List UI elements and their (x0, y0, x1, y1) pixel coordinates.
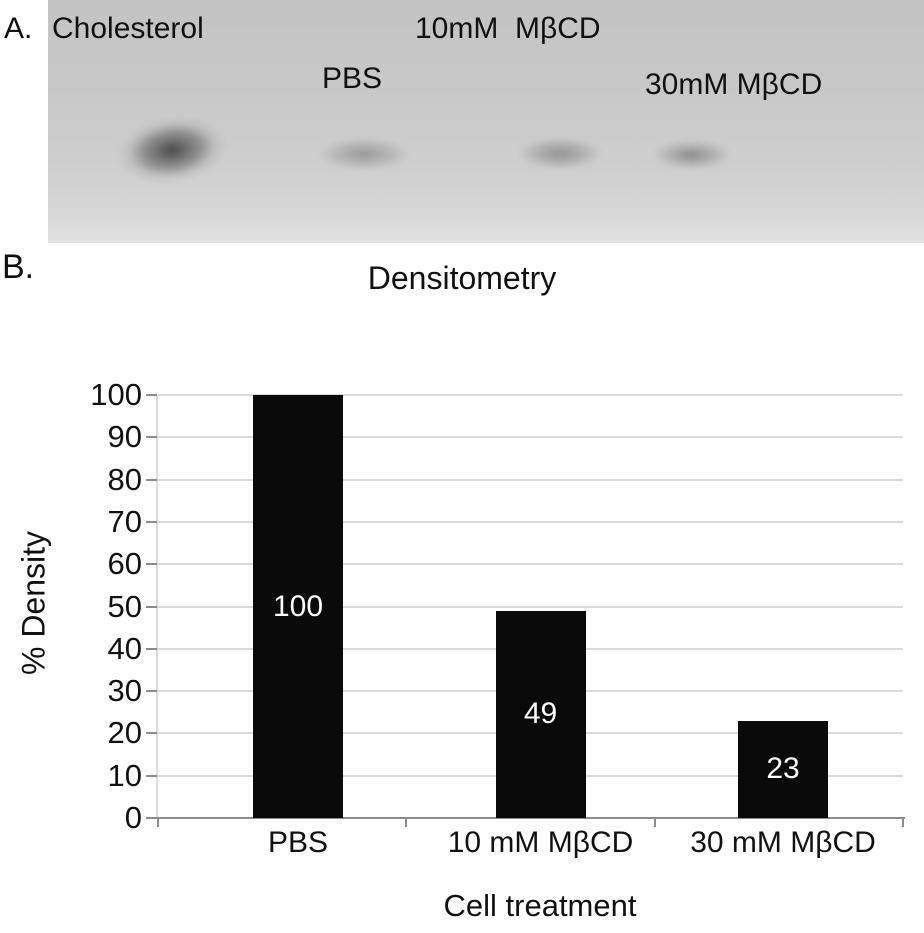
bar-value-label: 49 (523, 697, 558, 731)
x-tick-mark (157, 819, 159, 827)
gel-image (48, 0, 924, 243)
gridline (158, 563, 903, 566)
y-tick-mark (146, 817, 157, 819)
bar-value-label: 100 (272, 589, 324, 623)
y-tick-label: 10 (107, 757, 142, 793)
gridline (158, 520, 903, 523)
y-tick-mark (146, 690, 157, 693)
y-tick-mark (146, 563, 157, 566)
chart-title: Densitometry (367, 260, 557, 296)
y-axis-line (156, 395, 158, 818)
panel-b-label: B. (2, 248, 35, 286)
gel-band-30mm-mbcd (652, 140, 732, 170)
x-axis-line (156, 817, 905, 819)
x-tick-label: 10 mM MβCD (447, 826, 634, 859)
y-tick-mark (146, 478, 157, 481)
lane-label-10mm-mbcd: 10mM MβCD (415, 12, 601, 45)
bar (253, 395, 343, 818)
y-tick-label: 50 (107, 588, 142, 624)
lane-label-pbs: PBS (322, 62, 383, 95)
y-tick-label: 80 (107, 461, 142, 497)
y-tick-mark (146, 647, 157, 650)
gel-band-10mm-mbcd (517, 137, 603, 170)
y-tick-label: 90 (107, 419, 142, 455)
y-tick-mark (146, 436, 157, 439)
y-tick-label: 70 (107, 503, 142, 539)
gridline (158, 394, 903, 396)
bar (738, 720, 828, 818)
gridline (158, 436, 903, 439)
panel-a-label: A. (4, 12, 33, 45)
bar-value-label: 23 (766, 752, 800, 786)
x-axis-title: Cell treatment (443, 888, 637, 923)
y-tick-label: 40 (107, 630, 142, 666)
y-tick-label: 60 (107, 546, 142, 582)
gel-band-cholesterol-standard (110, 108, 234, 192)
y-tick-label: 0 (124, 800, 142, 835)
bar (495, 610, 586, 818)
gridline (158, 478, 903, 481)
x-tick-label: 30 mM MβCD (690, 826, 876, 859)
y-tick-mark (146, 774, 157, 777)
y-tick-label: 20 (107, 715, 142, 751)
y-axis-title: % Density (15, 530, 52, 676)
y-tick-label: 100 (90, 377, 142, 412)
lane-label-cholesterol: Cholesterol (52, 12, 204, 45)
x-tick-label: PBS (267, 826, 329, 859)
lane-label-30mm-mbcd: 30mM MβCD (645, 68, 823, 101)
y-tick-mark (146, 394, 157, 396)
gel-band-pbs (318, 137, 410, 171)
x-tick-mark (653, 819, 656, 827)
y-tick-mark (146, 520, 157, 523)
gridline (158, 605, 903, 608)
x-tick-mark (405, 819, 408, 827)
y-tick-mark (146, 732, 157, 735)
y-tick-mark (146, 605, 157, 608)
x-tick-mark (902, 819, 904, 827)
y-tick-label: 30 (107, 673, 142, 709)
plot-area: 100 49 23 (158, 394, 903, 818)
